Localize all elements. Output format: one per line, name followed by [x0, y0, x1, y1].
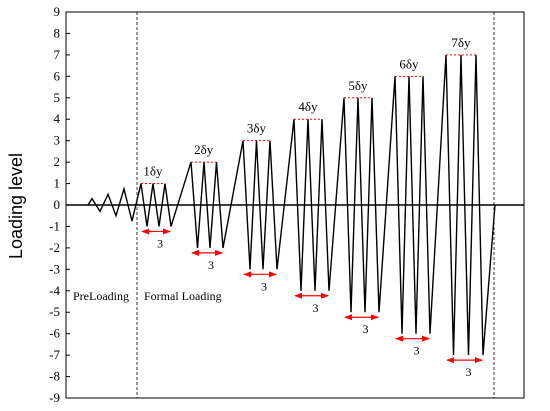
y-tick-label: -1	[49, 218, 60, 233]
phase-label-formal-loading: Formal Loading	[144, 289, 222, 303]
y-tick-label: 2	[54, 154, 61, 169]
phase-label-preloading: PreLoading	[73, 289, 129, 303]
y-axis-title: Loading level	[6, 153, 26, 259]
y-tick-label: 3	[54, 133, 61, 148]
cycle-count-label: 3	[466, 365, 472, 379]
stage-label: 6δy	[399, 56, 419, 71]
y-tick-label: 1	[54, 176, 61, 191]
stage-label: 3δy	[247, 121, 267, 136]
y-tick-label: 7	[54, 47, 61, 62]
cycle-count-label: 3	[414, 344, 420, 358]
y-tick-label: 9	[54, 4, 61, 19]
y-tick-label: -3	[49, 261, 60, 276]
y-tick-label: -7	[49, 347, 60, 362]
cycle-count-label: 3	[363, 322, 369, 336]
stage-label: 2δy	[194, 142, 214, 157]
stage-label: 4δy	[298, 99, 318, 114]
y-tick-label: 4	[54, 111, 61, 126]
y-tick-label: -9	[49, 390, 60, 405]
cycle-count-label: 3	[313, 301, 319, 315]
stage-label: 1δy	[143, 164, 163, 179]
y-tick-label: 0	[54, 197, 61, 212]
cycle-count-label: 3	[157, 236, 163, 250]
y-tick-label: -5	[49, 304, 60, 319]
loading-protocol-line	[87, 54, 496, 356]
y-tick-label: 6	[54, 68, 61, 83]
y-tick-label: -4	[49, 283, 60, 298]
y-tick-label: 5	[54, 90, 61, 105]
y-tick-label: -6	[49, 326, 60, 341]
cycle-count-label: 3	[208, 258, 214, 272]
y-tick-label: -2	[49, 240, 60, 255]
cycle-count-label: 3	[261, 279, 267, 293]
y-tick-label: 8	[54, 25, 61, 40]
y-tick-label: -8	[49, 369, 60, 384]
stage-label: 5δy	[348, 78, 368, 93]
stage-label: 7δy	[451, 35, 471, 50]
